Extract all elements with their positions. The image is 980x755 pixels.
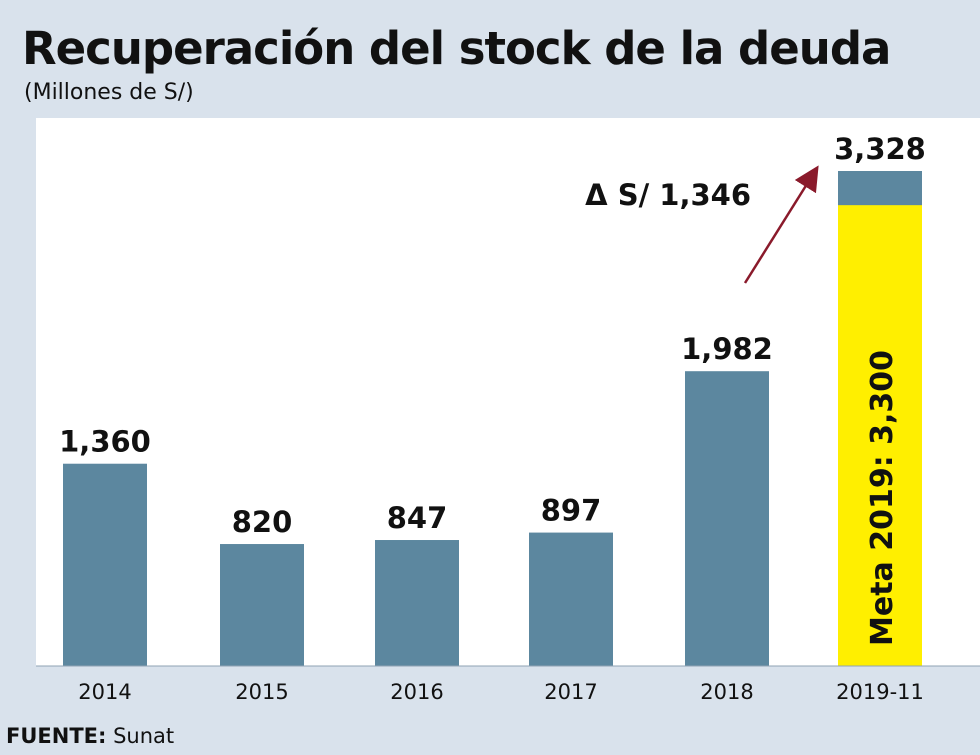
value-label: 847 <box>387 501 448 535</box>
bar-2016 <box>375 540 459 666</box>
bar-2015 <box>220 544 304 666</box>
value-label: 3,328 <box>834 132 926 166</box>
value-label: 1,360 <box>59 425 151 459</box>
value-label: 820 <box>232 505 293 539</box>
bar-2018 <box>685 371 769 666</box>
source-value: Sunat <box>113 724 175 748</box>
source-note: FUENTE: Sunat <box>6 724 174 748</box>
tick-label: 2015 <box>235 680 288 704</box>
tick-label: 2019-11 <box>836 680 924 704</box>
plot-area <box>36 118 980 666</box>
value-label: 897 <box>541 494 602 528</box>
tick-label: 2016 <box>390 680 443 704</box>
tick-label: 2017 <box>544 680 597 704</box>
bar-2014 <box>63 463 147 666</box>
tick-label: 2018 <box>700 680 753 704</box>
change-arrow <box>743 165 819 284</box>
bar-2017 <box>529 532 613 666</box>
target-bar <box>838 205 922 666</box>
change-annotation: Δ S/ 1,346 <box>585 178 751 212</box>
chart-subtitle: (Millones de S/) <box>24 80 194 105</box>
chart-title: Recuperación del stock de la deuda <box>22 22 891 75</box>
value-label: 1,982 <box>681 332 773 366</box>
target-label: Meta 2019: 3,300 <box>865 350 900 646</box>
source-label: FUENTE: <box>6 724 107 748</box>
tick-label: 2014 <box>78 680 131 704</box>
